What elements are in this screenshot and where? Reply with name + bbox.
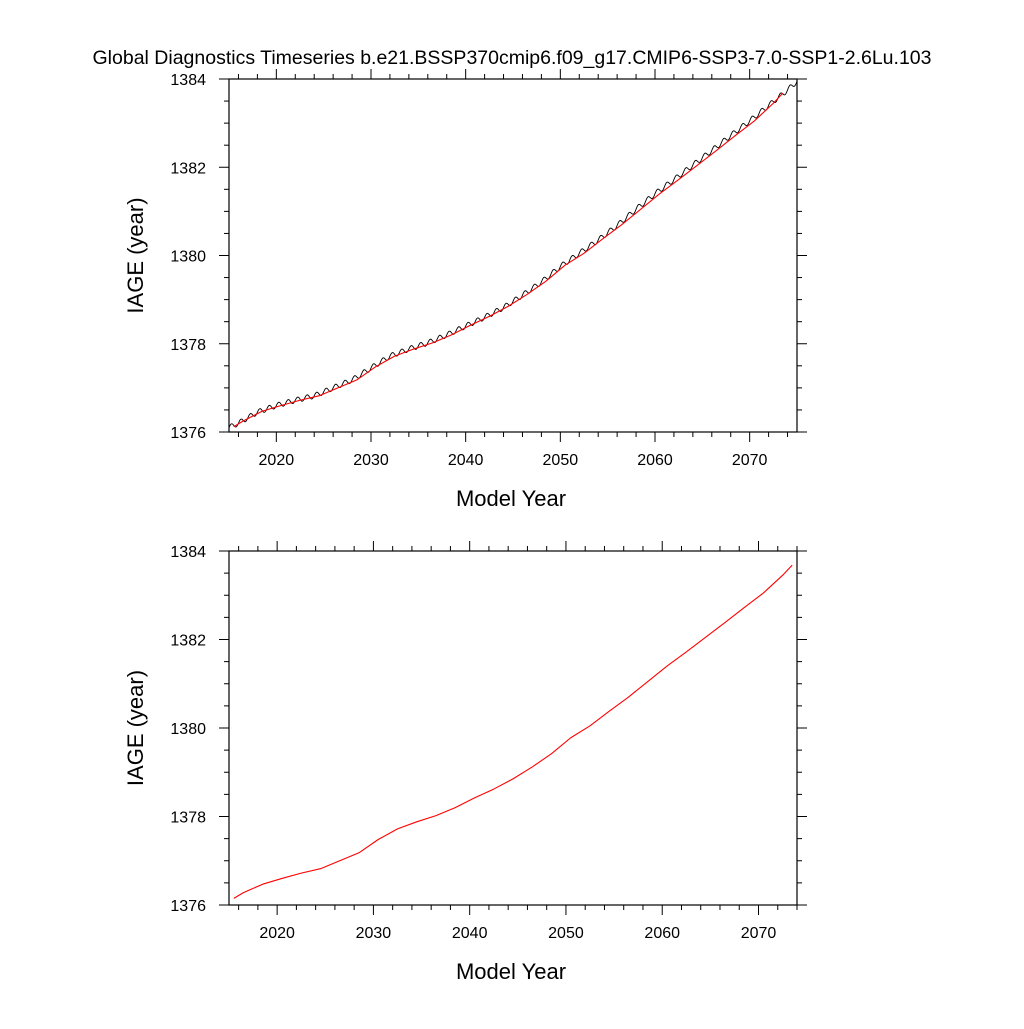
x-tick-label: 2070 — [732, 452, 768, 469]
x-tick-label: 2020 — [259, 452, 295, 469]
x-tick-label: 2030 — [356, 925, 392, 942]
y-tick-label: 1384 — [170, 72, 206, 89]
y-tick-label: 1376 — [170, 425, 206, 442]
x-tick-label: 2030 — [353, 452, 389, 469]
x-tick-label: 2020 — [259, 925, 295, 942]
x-tick-label: 2050 — [543, 452, 579, 469]
y-axis-label: IAGE (year) — [123, 670, 148, 786]
y-tick-label: 1378 — [170, 810, 206, 827]
x-tick-label: 2070 — [741, 925, 777, 942]
y-tick-label: 1380 — [170, 721, 206, 738]
x-tick-label: 2060 — [637, 452, 673, 469]
x-tick-label: 2040 — [452, 925, 488, 942]
chart-title: Global Diagnostics Timeseries b.e21.BSSP… — [93, 47, 932, 69]
y-tick-label: 1382 — [170, 633, 206, 650]
y-tick-label: 1378 — [170, 337, 206, 354]
y-tick-label: 1384 — [170, 544, 206, 561]
x-axis-label: Model Year — [456, 486, 566, 511]
series-line-0 — [228, 81, 798, 428]
y-tick-label: 1380 — [170, 249, 206, 266]
plot-frame — [228, 550, 798, 906]
y-axis-label: IAGE (year) — [123, 197, 148, 313]
series-line-0 — [233, 564, 793, 899]
x-tick-label: 2040 — [448, 452, 484, 469]
y-tick-label: 1376 — [170, 898, 206, 915]
panel-top: 2020 2030 2040 2050 2060 2070 1376 1378 1380 1382… — [123, 69, 807, 511]
x-tick-label: 2060 — [644, 925, 680, 942]
series-line-1 — [233, 92, 784, 428]
x-tick-label: 2050 — [548, 925, 584, 942]
y-tick-label: 1382 — [170, 160, 206, 177]
panel-bottom: 2020 2030 2040 2050 2060 2070 1376 1378 1380 1382… — [123, 541, 807, 984]
plot-frame — [228, 78, 798, 433]
x-axis-label: Model Year — [456, 959, 566, 984]
